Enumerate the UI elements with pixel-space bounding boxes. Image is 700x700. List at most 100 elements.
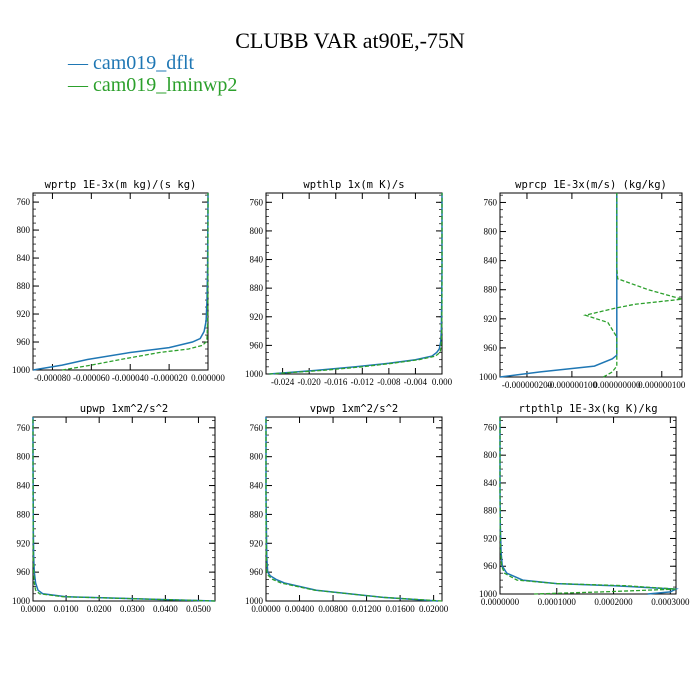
x-tick-label: 0.0100 <box>54 604 79 614</box>
x-tick-label: -0.008 <box>377 377 401 387</box>
x-tick-label: 0.0400 <box>153 604 178 614</box>
series-line-lminwp2 <box>32 417 216 602</box>
y-tick-label: 840 <box>484 256 498 266</box>
panel-1: wpthlp 1x(m K)/s 760 800 840 880 920 960 1000 -0… <box>245 179 453 387</box>
y-tick-label: 880 <box>484 285 498 295</box>
y-tick-label: 880 <box>484 506 498 516</box>
y-tick-label: 800 <box>484 450 498 460</box>
y-tick-label: 920 <box>484 314 498 324</box>
x-tick-label: 0.0002000 <box>594 597 633 607</box>
x-tick-label: -0.000040 <box>112 373 149 383</box>
y-tick-label: 760 <box>484 422 498 432</box>
y-tick-label: 760 <box>484 197 498 207</box>
panel-frame <box>32 192 209 371</box>
y-tick-label: 960 <box>484 561 498 571</box>
x-tick-label: 0.00400 <box>285 604 315 614</box>
x-tick-label: 0.02000 <box>419 604 449 614</box>
y-tick-label: 880 <box>17 281 31 291</box>
panel-0: wprtp 1E-3x(m kg)/(s kg) 760 800 840 880 920 9… <box>12 179 225 383</box>
x-tick-label: 0.0000 <box>21 604 46 614</box>
series-line-lminwp2 <box>499 417 677 595</box>
y-tick-label: 1000 <box>12 365 31 375</box>
panel-title: wprtp 1E-3x(m kg)/(s kg) <box>45 179 197 191</box>
y-tick-label: 880 <box>17 509 31 519</box>
panel-frame <box>32 416 216 602</box>
x-tick-label: 0.000000 <box>191 373 225 383</box>
y-tick-label: 920 <box>250 312 264 322</box>
panel-5: rtpthlp 1E-3x(kg K)/kg 760 800 840 880 920 960… <box>479 403 690 607</box>
y-tick-label: 920 <box>17 538 31 548</box>
x-tick-label: 0.0300 <box>120 604 145 614</box>
series-line-lminwp2 <box>582 193 683 378</box>
panel-4: vpwp 1xm^2/s^276080084088092096010000.00… <box>245 403 449 614</box>
y-tick-label: 960 <box>17 567 31 577</box>
panel-title: wprcp 1E-3x(m/s) (kg/kg) <box>515 179 667 191</box>
y-tick-label: 880 <box>250 509 264 519</box>
legend-label-lminwp2: cam019_lminwp2 <box>93 74 238 96</box>
x-tick-label: 0.000 <box>432 377 453 387</box>
x-tick-label: 0.000000100 <box>638 380 686 390</box>
x-tick-label: 0.01200 <box>352 604 382 614</box>
x-tick-label: 0.00000 <box>251 604 281 614</box>
y-tick-label: 1000 <box>479 589 498 599</box>
panel-frame <box>499 416 677 595</box>
x-tick-label: -0.012 <box>351 377 374 387</box>
legend-line-dflt: — <box>68 52 93 74</box>
panel-3: upwp 1xm^2/s^2 760 800 840 880 920 960 10000.00… <box>12 403 216 614</box>
panel-frame <box>499 192 683 378</box>
x-tick-label: -0.000060 <box>73 373 110 383</box>
series-line-lminwp2 <box>269 193 443 375</box>
y-tick-label: 840 <box>17 253 31 263</box>
panel-title: rtpthlp 1E-3x(kg K)/kg <box>518 403 657 415</box>
y-tick-label: 1000 <box>12 596 31 606</box>
series-line-dflt <box>32 417 216 602</box>
x-tick-label: 0.0000000 <box>481 597 520 607</box>
y-tick-label: 960 <box>484 343 498 353</box>
figure-title: CLUBB VAR at90E,-75N <box>235 28 465 53</box>
y-tick-label: 920 <box>484 533 498 543</box>
legend-label-dflt: cam019_dflt <box>93 52 195 74</box>
legend-entry-lminwp2: — cam019_lminwp2 <box>68 74 237 97</box>
y-tick-label: 840 <box>484 478 498 488</box>
x-tick-label: -0.004 <box>404 377 428 387</box>
panel-title: vpwp 1xm^2/s^2 <box>310 403 399 415</box>
x-tick-label: -0.000000100 <box>547 380 598 390</box>
y-tick-label: 760 <box>250 423 264 433</box>
y-tick-label: 800 <box>17 452 31 462</box>
panel-title: upwp 1xm^2/s^2 <box>80 403 169 415</box>
y-tick-label: 960 <box>250 340 264 350</box>
series-line-dflt <box>265 417 438 602</box>
series-line-dflt <box>269 193 443 375</box>
y-tick-label: 840 <box>250 481 264 491</box>
y-tick-label: 800 <box>17 225 31 235</box>
series-line-dflt <box>499 193 618 378</box>
y-tick-label: 1000 <box>245 369 264 379</box>
series-line-lminwp2 <box>265 417 443 602</box>
y-tick-label: 840 <box>250 255 264 265</box>
x-tick-label: -0.016 <box>324 377 348 387</box>
x-tick-label: 0.0500 <box>186 604 211 614</box>
y-tick-label: 760 <box>17 197 31 207</box>
y-tick-label: 760 <box>17 423 31 433</box>
series-line-dflt <box>32 193 209 371</box>
y-tick-label: 920 <box>250 538 264 548</box>
y-tick-label: 1000 <box>245 596 264 606</box>
legend-line-lminwp2: — <box>68 74 93 96</box>
x-tick-label: 0.01600 <box>385 604 415 614</box>
y-tick-label: 1000 <box>479 372 498 382</box>
y-tick-label: 800 <box>250 226 264 236</box>
panel-2: wprcp 1E-3x(m/s) (kg/kg) 760 800 840 880 920 9… <box>479 179 686 390</box>
series-line-lminwp2 <box>62 193 209 371</box>
series-line-dflt <box>499 417 679 595</box>
y-tick-label: 960 <box>17 337 31 347</box>
y-tick-label: 920 <box>17 309 31 319</box>
y-tick-label: 960 <box>250 567 264 577</box>
y-tick-label: 880 <box>250 283 264 293</box>
y-tick-label: 760 <box>250 197 264 207</box>
x-tick-label: 0.0001000 <box>538 597 577 607</box>
y-tick-label: 800 <box>250 452 264 462</box>
x-tick-label: 0.0003000 <box>651 597 690 607</box>
y-tick-label: 840 <box>17 481 31 491</box>
x-tick-label: -0.024 <box>271 377 295 387</box>
